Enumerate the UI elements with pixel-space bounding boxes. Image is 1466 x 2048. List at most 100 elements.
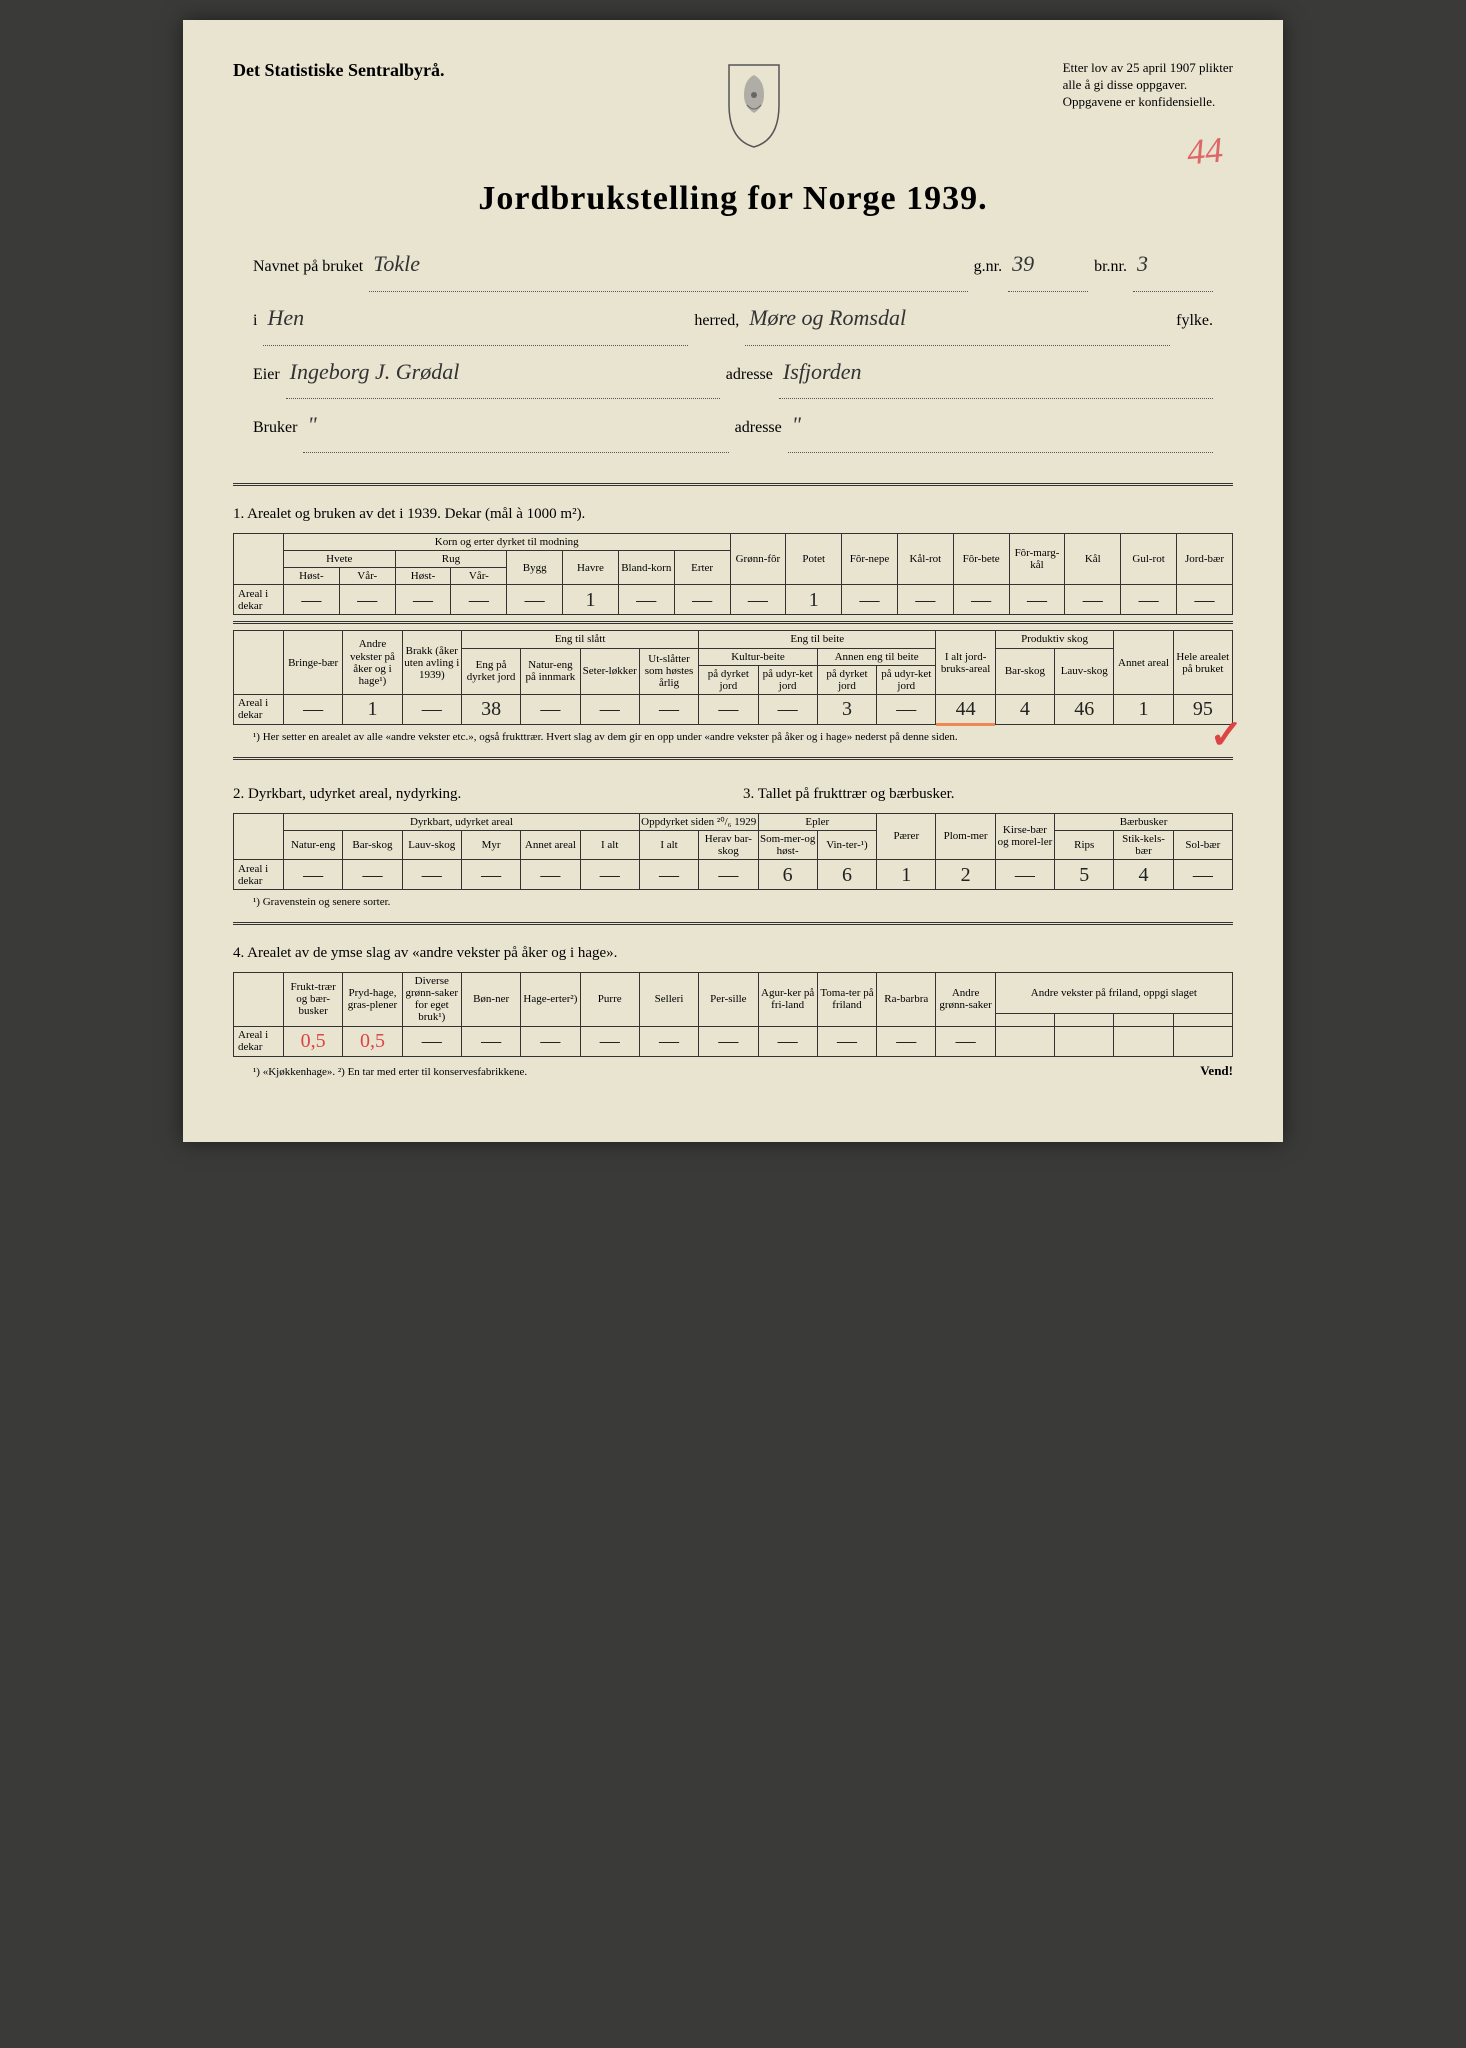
col-header: Bærbusker — [1055, 813, 1233, 830]
col-header: Dyrkbart, udyrket areal — [284, 813, 640, 830]
label: Bruker — [253, 409, 297, 447]
user-address-field: " — [788, 399, 1213, 453]
col-header: Frukt-trær og bær-busker — [284, 973, 343, 1026]
col-header: Herav bar-skog — [699, 830, 758, 859]
form-title: Jordbrukstelling for Norge 1939. — [233, 180, 1233, 218]
col-header: Myr — [461, 830, 520, 859]
cell: — — [284, 860, 343, 890]
cell: — — [758, 1026, 817, 1056]
cell: — — [284, 694, 343, 724]
col-header: Erter — [674, 551, 730, 585]
col-header: Annet areal — [1114, 631, 1173, 694]
col-header: Plom-mer — [936, 813, 995, 859]
cell: — — [1177, 585, 1233, 615]
cell: — — [507, 585, 563, 615]
col-header: Natur-eng på innmark — [521, 648, 580, 694]
cell: — — [521, 860, 580, 890]
legal-line: alle å gi disse oppgaver. — [1063, 77, 1233, 94]
col-header: Andre grønn-saker — [936, 973, 995, 1026]
page-number-handwritten: 44 — [1185, 129, 1225, 174]
cell: — — [451, 585, 507, 615]
footnote: ¹) «Kjøkkenhage». ²) En tar med erter ti… — [253, 1066, 527, 1078]
col-header: Sol-bær — [1173, 830, 1232, 859]
col-header: Ra-barbra — [877, 973, 936, 1026]
col-header: Bland-korn — [618, 551, 674, 585]
cell: — — [953, 585, 1009, 615]
row-label: Areal i dekar — [234, 1026, 284, 1056]
label: herred, — [694, 302, 739, 340]
county-field: Møre og Romsdal — [745, 292, 1170, 346]
col-header: Grønn-fôr — [730, 534, 786, 585]
brnr-field: 3 — [1133, 238, 1213, 292]
col-header: Lauv-skog — [402, 830, 461, 859]
cell: 4 — [995, 694, 1054, 724]
section1-table-b: Bringe-bær Andre vekster på åker og i ha… — [233, 630, 1233, 724]
footnote: ¹) Her setter en arealet av alle «andre … — [253, 731, 1233, 743]
col-header: Kultur-beite — [699, 648, 818, 665]
col-header: på dyrket jord — [817, 665, 876, 694]
col-header: Lauv-skog — [1055, 648, 1114, 694]
footnote: ¹) Gravenstein og senere sorter. — [253, 896, 1233, 908]
cell: — — [580, 694, 639, 724]
col-header — [1173, 1014, 1232, 1026]
cell: — — [402, 860, 461, 890]
cell: — — [343, 860, 402, 890]
col-header: Annen eng til beite — [817, 648, 936, 665]
user-field: " — [303, 399, 728, 453]
label: br.nr. — [1094, 248, 1127, 286]
col-header: Vår- — [451, 568, 507, 585]
cell: — — [580, 1026, 639, 1056]
col-header: Bøn-ner — [461, 973, 520, 1026]
col-header: Epler — [758, 813, 877, 830]
col-header: Pryd-hage, gras-plener — [343, 973, 402, 1026]
coat-of-arms-icon — [719, 60, 789, 150]
col-header: Kål-rot — [897, 534, 953, 585]
col-header: Brakk (åker uten avling i 1939) — [402, 631, 461, 694]
cell: — — [897, 585, 953, 615]
cell: 6 — [758, 860, 817, 890]
col-header: Stik-kels-bær — [1114, 830, 1173, 859]
col-header: Havre — [563, 551, 619, 585]
cell: — — [699, 694, 758, 724]
col-header: Bygg — [507, 551, 563, 585]
row-label: Areal i dekar — [234, 694, 284, 724]
col-header: Rips — [1055, 830, 1114, 859]
col-header: Produktiv skog — [995, 631, 1114, 648]
col-header: på udyr-ket jord — [758, 665, 817, 694]
org-name: Det Statistiske Sentralbyrå. — [233, 60, 444, 81]
col-header: Jord-bær — [1177, 534, 1233, 585]
col-header: Eng til beite — [699, 631, 936, 648]
col-header: Andre vekster på åker og i hage¹) — [343, 631, 402, 694]
cell: — — [395, 585, 451, 615]
col-header: Kål — [1065, 534, 1121, 585]
cell: — — [730, 585, 786, 615]
cell: — — [639, 694, 698, 724]
cell: 1 — [1114, 694, 1173, 724]
cell: — — [877, 694, 936, 724]
col-header: Purre — [580, 973, 639, 1026]
col-header: Oppdyrket siden ²⁰/₆ 1929 — [639, 813, 758, 830]
cell: 1 — [786, 585, 842, 615]
cell: 46 — [1055, 694, 1114, 724]
cell: 1 — [563, 585, 619, 615]
section3-title: 3. Tallet på frukttrær og bærbusker. — [723, 786, 1233, 803]
cell: 44 — [936, 694, 995, 724]
red-checkmark-icon: ✓ — [1209, 711, 1243, 758]
cell: — — [877, 1026, 936, 1056]
parish-field: Hen — [263, 292, 688, 346]
cell: — — [461, 860, 520, 890]
col-header: Eng på dyrket jord — [461, 648, 520, 694]
section2-title: 2. Dyrkbart, udyrket areal, nydyrking. — [233, 786, 723, 803]
cell: — — [936, 1026, 995, 1056]
cell: — — [639, 1026, 698, 1056]
col-header: Fôr-bete — [953, 534, 1009, 585]
cell: — — [817, 1026, 876, 1056]
col-header: Eng til slått — [461, 631, 698, 648]
label: Navnet på bruket — [253, 248, 363, 286]
cell: — — [521, 1026, 580, 1056]
col-header — [1114, 1014, 1173, 1026]
legal-line: Etter lov av 25 april 1907 plikter — [1063, 60, 1233, 77]
label: g.nr. — [974, 248, 1002, 286]
col-header: Diverse grønn-saker for eget bruk¹) — [402, 973, 461, 1026]
col-header: Kirse-bær og morel-ler — [995, 813, 1054, 859]
